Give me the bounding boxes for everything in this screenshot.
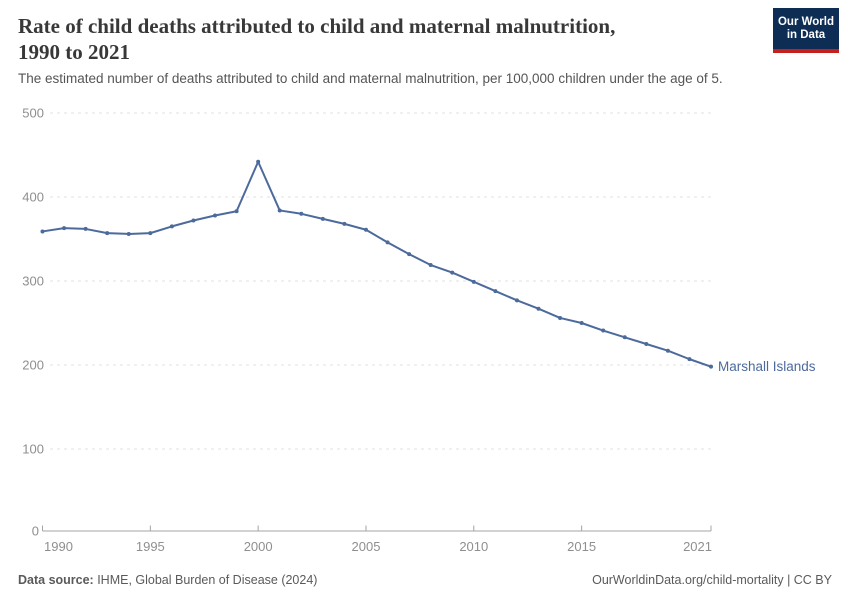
series-marshall-islands[interactable] bbox=[40, 159, 714, 369]
data-point-marker[interactable] bbox=[536, 306, 541, 311]
data-point-marker[interactable] bbox=[342, 221, 347, 226]
owid-logo[interactable]: Our World in Data bbox=[773, 8, 839, 53]
page-title-line2: 1990 to 2021 bbox=[18, 40, 130, 64]
data-point-marker[interactable] bbox=[601, 328, 606, 333]
y-tick-label: 0 bbox=[32, 524, 39, 539]
x-tick-label: 2005 bbox=[352, 539, 381, 554]
data-point-marker[interactable] bbox=[40, 229, 45, 234]
x-tick-label: 1995 bbox=[136, 539, 165, 554]
data-source-note: Data source: IHME, Global Burden of Dise… bbox=[18, 573, 317, 587]
data-point-marker[interactable] bbox=[665, 348, 670, 353]
data-point-marker[interactable] bbox=[277, 208, 282, 213]
owid-logo-line2: in Data bbox=[786, 28, 826, 41]
data-point-marker[interactable] bbox=[213, 213, 218, 218]
data-point-marker[interactable] bbox=[320, 216, 325, 221]
x-tick-label: 2000 bbox=[244, 539, 273, 554]
x-tick-label: 2021 bbox=[683, 539, 712, 554]
data-point-marker[interactable] bbox=[256, 159, 261, 164]
data-point-marker[interactable] bbox=[126, 231, 131, 236]
data-point-marker[interactable] bbox=[148, 231, 153, 236]
data-point-marker[interactable] bbox=[687, 357, 692, 362]
y-axis-labels: 0 100 200 300 400 500 bbox=[22, 106, 44, 539]
data-point-marker[interactable] bbox=[558, 315, 563, 320]
data-point-marker[interactable] bbox=[299, 211, 304, 216]
series-line[interactable] bbox=[41, 160, 713, 368]
data-point-marker[interactable] bbox=[471, 279, 476, 284]
data-point-marker[interactable] bbox=[363, 227, 368, 232]
data-point-marker[interactable] bbox=[493, 289, 498, 294]
data-point-marker[interactable] bbox=[514, 298, 519, 303]
data-point-marker[interactable] bbox=[709, 364, 714, 369]
y-tick-label: 500 bbox=[22, 106, 44, 121]
data-point-marker[interactable] bbox=[622, 335, 627, 340]
chart-subtitle: The estimated number of deaths attribute… bbox=[18, 71, 723, 86]
data-point-marker[interactable] bbox=[62, 226, 67, 231]
data-point-marker[interactable] bbox=[169, 224, 174, 229]
credit-link[interactable]: OurWorldinData.org/child-mortality | CC … bbox=[592, 573, 832, 587]
entity-label[interactable]: Marshall Islands bbox=[718, 359, 816, 374]
chart-footer: Data source: IHME, Global Burden of Dise… bbox=[18, 573, 832, 587]
data-point-marker[interactable] bbox=[83, 226, 88, 231]
y-gridlines bbox=[50, 112, 711, 450]
y-tick-label: 400 bbox=[22, 190, 44, 205]
owid-logo-line1: Our World bbox=[777, 15, 834, 28]
data-point-marker[interactable] bbox=[105, 231, 110, 236]
data-point-marker[interactable] bbox=[579, 321, 584, 325]
data-point-marker[interactable] bbox=[450, 270, 455, 275]
data-point-marker[interactable] bbox=[644, 342, 649, 346]
data-point-marker[interactable] bbox=[407, 252, 412, 257]
x-tick-label: 2015 bbox=[567, 539, 596, 554]
y-tick-label: 200 bbox=[22, 358, 44, 373]
y-tick-label: 100 bbox=[22, 442, 44, 457]
data-point-marker[interactable] bbox=[428, 263, 433, 268]
data-point-marker[interactable] bbox=[191, 218, 196, 223]
page-title: Rate of child deaths attributed to child… bbox=[18, 13, 615, 65]
page-title-line1: Rate of child deaths attributed to child… bbox=[18, 14, 616, 38]
data-source-label: Data source: bbox=[18, 573, 94, 587]
y-tick-label: 300 bbox=[22, 274, 44, 289]
x-axis: 1990 1995 2000 2005 2010 2015 2021 bbox=[42, 525, 712, 554]
data-point-marker[interactable] bbox=[385, 240, 390, 245]
x-tick-label: 1990 bbox=[44, 539, 73, 554]
data-point-marker[interactable] bbox=[234, 209, 239, 214]
x-tick-label: 2010 bbox=[459, 539, 488, 554]
data-source-text: IHME, Global Burden of Disease (2024) bbox=[93, 573, 318, 587]
